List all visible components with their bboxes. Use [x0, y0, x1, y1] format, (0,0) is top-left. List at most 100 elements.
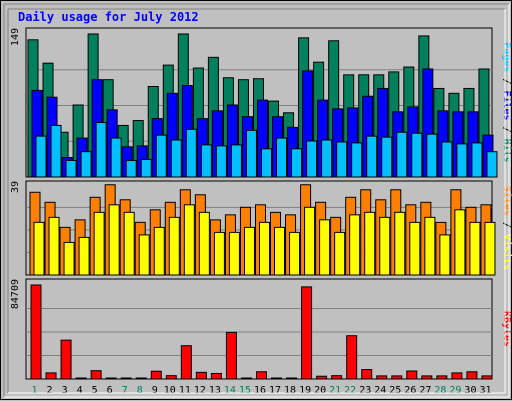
visits-bar [153, 226, 165, 276]
kbytes-bar [105, 377, 117, 380]
day-label: 21 [329, 385, 341, 396]
day-label: 17 [269, 385, 281, 396]
day-label: 22 [344, 385, 356, 396]
day-label: 30 [464, 385, 476, 396]
kbytes-bar [120, 377, 132, 380]
kbytes-bar [45, 372, 57, 380]
kbytes-bar [316, 375, 328, 380]
axis-max-label: 84709 [10, 279, 21, 309]
visits-bar [289, 231, 301, 276]
visits-bar [319, 219, 331, 276]
day-label: 3 [62, 385, 68, 396]
visits-bar [138, 234, 150, 276]
day-label: 24 [374, 385, 386, 396]
visits-bar [424, 216, 436, 276]
day-label: 9 [152, 385, 158, 396]
kbytes-bar [361, 369, 373, 380]
kbytes-bar [346, 335, 358, 380]
kbytes-bar [195, 371, 207, 380]
pages-bar [110, 137, 122, 178]
visits-bar [304, 206, 316, 276]
legend--: / [501, 121, 512, 139]
day-label: 1 [32, 385, 38, 396]
pages-bar [65, 159, 77, 178]
pages-bar [336, 141, 348, 178]
panel-legend: KBytes [501, 311, 512, 347]
pages-bar [441, 141, 453, 178]
visits-bar [454, 209, 466, 276]
panel-kbytes: 84709 KBytes [10, 278, 512, 380]
legend--: / [501, 216, 512, 234]
kbytes-bar [406, 370, 418, 380]
pages-bar [306, 140, 318, 178]
day-label: 26 [404, 385, 416, 396]
kbytes-bar [90, 370, 102, 380]
pages-bar [215, 145, 227, 178]
kbytes-bar [481, 375, 493, 380]
kbytes-bar [165, 375, 177, 380]
visits-bar [243, 226, 255, 276]
visits-bar [93, 211, 105, 276]
day-label: 12 [194, 385, 206, 396]
pages-bar [260, 148, 272, 178]
kbytes-bar [301, 286, 313, 380]
visits-bar [228, 231, 240, 276]
chart-panels: 149 Pages / Files / Hits 39 Sites / Visits 8… [10, 27, 512, 380]
legend-pages: Pages [501, 42, 512, 72]
kbytes-bar [210, 372, 222, 380]
day-labels: 1 2 3 4 5 6 7 8 9 10 11 12 13 14 15 16 17 18 19 20 21 22 23 24 2… [32, 385, 492, 396]
visits-bar [123, 211, 135, 276]
day-label: 15 [239, 385, 251, 396]
pages-bar [411, 132, 423, 178]
visits-bar [334, 231, 346, 276]
kbytes-bar [60, 339, 72, 380]
visits-bar [213, 231, 225, 276]
pages-bar [35, 135, 47, 178]
pages-bar [471, 142, 483, 178]
kbytes-bar [286, 377, 298, 380]
axis-max-label: 39 [10, 181, 21, 193]
day-label: 29 [449, 385, 461, 396]
visits-bar [484, 221, 496, 276]
pages-bar [50, 124, 62, 178]
visits-bar [168, 216, 180, 276]
pages-bar [95, 122, 107, 178]
panel-hits: 149 Pages / Files / Hits [10, 27, 512, 178]
pages-bar [185, 128, 197, 178]
visits-bar [183, 204, 195, 276]
visits-bar [258, 221, 270, 276]
day-label: 4 [77, 385, 83, 396]
legend-hits: Hits [501, 139, 512, 163]
pages-bar [125, 159, 137, 178]
visits-bar [78, 236, 90, 276]
day-label: 2 [47, 385, 53, 396]
pages-bar [396, 131, 408, 178]
kbytes-bar [150, 370, 162, 380]
day-label: 14 [224, 385, 236, 396]
kbytes-bar [421, 375, 433, 380]
day-label: 18 [284, 385, 296, 396]
day-label: 31 [479, 385, 491, 396]
visits-bar [469, 221, 481, 276]
day-label: 27 [419, 385, 431, 396]
kbytes-bar [466, 371, 478, 380]
pages-bar [276, 137, 288, 178]
day-label: 23 [359, 385, 371, 396]
pages-bar [245, 129, 257, 178]
legend--: / [501, 72, 512, 90]
visits-bar [108, 204, 120, 276]
visits-bar [349, 214, 361, 276]
chart-title: Daily usage for July 2012 [18, 10, 199, 24]
day-label: 6 [107, 385, 113, 396]
pages-bar [366, 135, 378, 178]
pages-bar [230, 144, 242, 178]
day-label: 8 [137, 385, 143, 396]
visits-bar [198, 211, 210, 276]
visits-bar [394, 211, 406, 276]
day-label: 10 [164, 385, 176, 396]
visits-bar [63, 241, 75, 276]
panel-sites: 39 Sites / Visits [10, 180, 512, 276]
day-label: 25 [389, 385, 401, 396]
